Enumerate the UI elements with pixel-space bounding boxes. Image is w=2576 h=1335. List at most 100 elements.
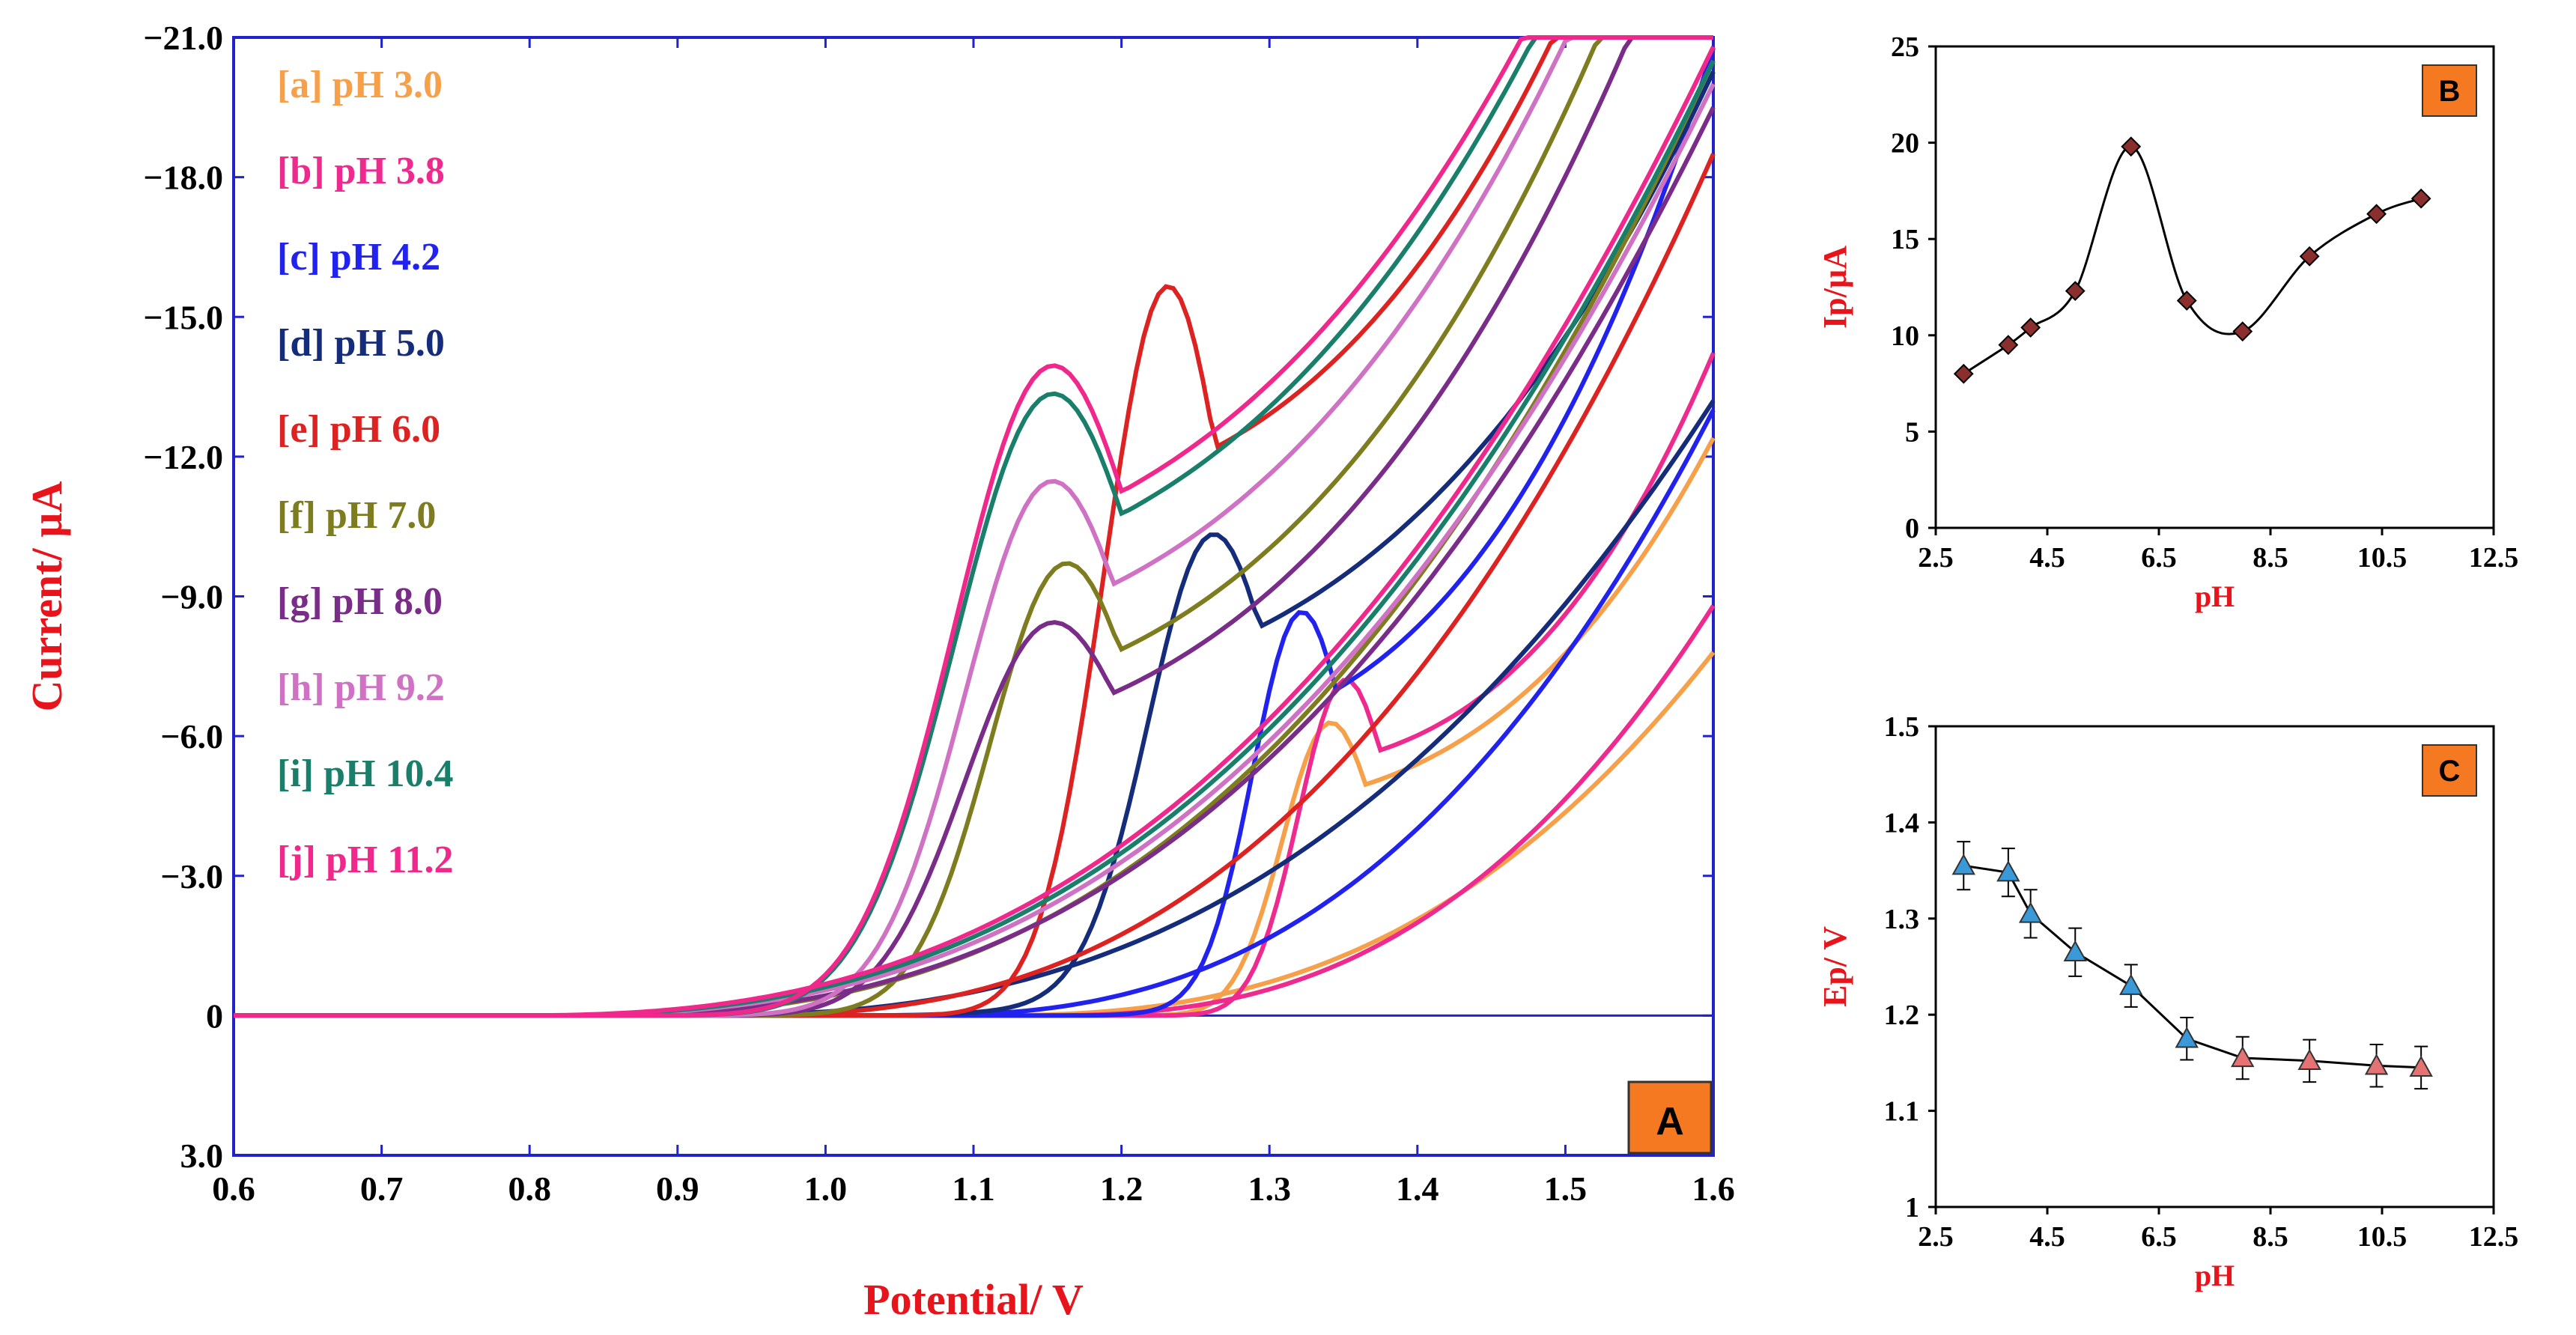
y-tick-label: 1.3 xyxy=(1884,904,1920,935)
y-tick-label: 10 xyxy=(1891,320,1919,352)
panel-badge-label: B xyxy=(2439,75,2461,108)
ip-point xyxy=(2176,291,2197,311)
x-tick-label: 0.8 xyxy=(508,1170,551,1208)
y-tick-label: −15.0 xyxy=(143,298,223,336)
legend-entry: [a] pH 3.0 xyxy=(277,64,443,106)
y-tick-label: −9.0 xyxy=(160,578,223,616)
ep-line xyxy=(1963,864,2422,1069)
legend-entry: [b] pH 3.8 xyxy=(277,150,445,192)
ep-point xyxy=(2119,973,2143,995)
series-0-forward-line xyxy=(234,437,1716,1018)
panel-a-frame xyxy=(232,36,1715,1157)
ip-point xyxy=(1953,363,1974,384)
x-tick-label: 1.0 xyxy=(804,1170,848,1208)
series-9-return-line xyxy=(234,46,1716,1018)
legend-entry: [d] pH 5.0 xyxy=(277,322,445,365)
y-tick-label: −12.0 xyxy=(143,438,223,476)
y-tick-label: 15 xyxy=(1891,224,1919,255)
x-tick-label: 1.1 xyxy=(952,1170,995,1208)
x-tick-label: 1.4 xyxy=(1396,1170,1439,1208)
legend-entry: [f] pH 7.0 xyxy=(277,494,436,537)
ip-point xyxy=(2366,204,2387,225)
legend-entry: [e] pH 6.0 xyxy=(277,408,440,451)
panel-b: 2.5 4.5 6.5 8.5 10.5 12.5 0 5 10 15 20 25 pH Ip/µA B xyxy=(1817,31,2518,613)
ip-point xyxy=(2020,317,2041,338)
x-tick-label: 6.5 xyxy=(2141,542,2177,574)
y-tick-label: 0 xyxy=(1905,513,1919,544)
ip-point xyxy=(2232,321,2253,342)
panel-a-badge xyxy=(1627,1080,1713,1155)
x-tick-label: 12.5 xyxy=(2469,1221,2519,1253)
x-tick-label: 1.2 xyxy=(1100,1170,1143,1208)
y-tick-label: −6.0 xyxy=(160,717,223,755)
x-tick-label: 1.6 xyxy=(1692,1170,1735,1208)
ep-point xyxy=(2231,1045,2255,1068)
ep-point xyxy=(1996,860,2020,882)
legend-entry: [i] pH 10.4 xyxy=(277,752,453,795)
y-tick-label: 1 xyxy=(1905,1192,1919,1223)
x-tick-label: 4.5 xyxy=(2029,542,2065,574)
y-tick-label: 20 xyxy=(1891,128,1919,159)
ep-point xyxy=(2063,940,2087,961)
x-axis-label: pH xyxy=(2195,580,2235,613)
x-tick-label: 0.9 xyxy=(656,1170,699,1208)
x-tick-label: 1.3 xyxy=(1248,1170,1291,1208)
x-tick-label: 0.7 xyxy=(360,1170,404,1208)
legend-entry: [j] pH 11.2 xyxy=(277,839,453,881)
x-tick-label: 10.5 xyxy=(2357,1221,2408,1253)
y-tick-label: 1.1 xyxy=(1884,1096,1920,1128)
y-tick-label: 1.4 xyxy=(1884,807,1920,839)
legend-entry: [c] pH 4.2 xyxy=(277,236,440,279)
panel-badge-label: C xyxy=(2439,755,2461,788)
y-tick-label: −18.0 xyxy=(143,159,223,197)
y-tick-label: 1.2 xyxy=(1884,1000,1920,1031)
x-tick-label: 1.5 xyxy=(1544,1170,1588,1208)
series-4-return-line xyxy=(234,153,1716,1018)
panel-badge xyxy=(2422,744,2477,797)
x-tick-label: 0.6 xyxy=(212,1170,255,1208)
x-tick-label: 2.5 xyxy=(1918,1221,1954,1253)
x-tick-label: 4.5 xyxy=(2029,1221,2065,1253)
series-2-return-line xyxy=(234,409,1716,1018)
ip-point xyxy=(2065,281,2086,302)
ip-point xyxy=(2121,136,2142,157)
ep-point xyxy=(2175,1027,2199,1048)
y-tick-label: 5 xyxy=(1905,416,1919,448)
ep-point xyxy=(2409,1055,2433,1077)
y-tick-label: 3.0 xyxy=(180,1137,224,1175)
y-tick-label: 25 xyxy=(1891,31,1919,63)
ip-curve xyxy=(1963,145,2422,375)
panel-frame xyxy=(1934,725,2495,1208)
x-tick-label: 8.5 xyxy=(2253,542,2288,574)
x-axis-label: pH xyxy=(2195,1259,2235,1292)
y-tick-label: −21.0 xyxy=(143,19,223,57)
ip-point xyxy=(2411,188,2431,209)
legend-entry: [g] pH 8.0 xyxy=(277,580,443,623)
x-tick-label: 8.5 xyxy=(2253,1221,2288,1253)
x-tick-label: 2.5 xyxy=(1918,542,1954,574)
y-axis-label: Ep/ V xyxy=(1817,926,1853,1007)
y-tick-label: −3.0 xyxy=(160,857,223,895)
ep-point xyxy=(2297,1048,2321,1071)
y-tick-label: 1.5 xyxy=(1884,711,1920,743)
panel-a-badge-label: A xyxy=(1656,1100,1684,1143)
ip-point xyxy=(2299,246,2320,267)
panel-a: 0.6 0.7 0.8 0.9 1.0 1.1 1.2 1.3 1.4 1.5 1.6 −21.0 −1… xyxy=(22,19,1735,1324)
series-0-return-line xyxy=(234,651,1716,1018)
legend-entry: [h] pH 9.2 xyxy=(277,666,445,709)
y-tick-label: 0 xyxy=(206,997,223,1035)
ep-point xyxy=(2018,901,2043,923)
x-tick-label: 6.5 xyxy=(2141,1221,2177,1253)
panel-c: 2.5 4.5 6.5 8.5 10.5 12.5 1 1.1 1.2 1.3 1.4 1.5 pH Ep… xyxy=(1817,711,2518,1292)
y-axis-label: Ip/µA xyxy=(1817,246,1853,329)
ep-point xyxy=(2364,1053,2389,1075)
x-axis-label: Potential/ V xyxy=(863,1275,1084,1324)
ip-point xyxy=(1998,335,2019,356)
ep-point xyxy=(1951,854,1975,875)
x-tick-label: 10.5 xyxy=(2357,542,2408,574)
x-tick-label: 12.5 xyxy=(2469,542,2519,574)
panel-badge xyxy=(2422,64,2477,117)
panel-frame xyxy=(1934,45,2495,529)
y-axis-label: Current/ µA xyxy=(22,481,71,711)
